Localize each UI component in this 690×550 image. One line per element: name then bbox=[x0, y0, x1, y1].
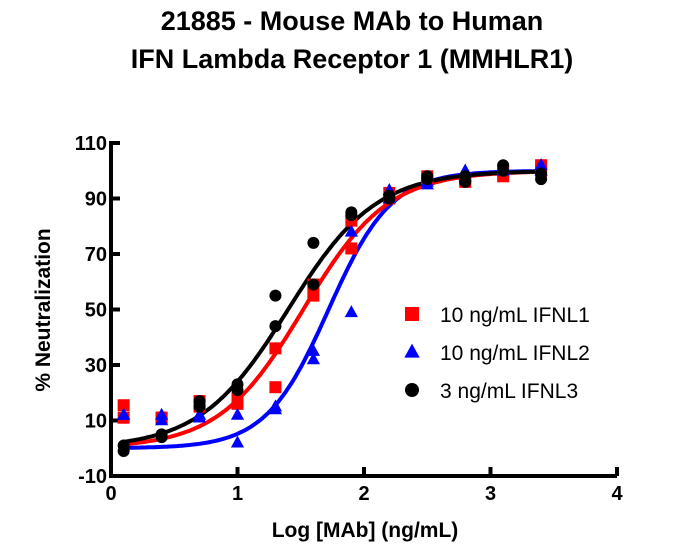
chart-title-line-1: 21885 - Mouse MAb to Human bbox=[161, 6, 544, 36]
data-point bbox=[307, 278, 320, 291]
y-tick-label: 50 bbox=[85, 300, 107, 322]
data-point bbox=[497, 164, 510, 177]
data-point bbox=[230, 435, 245, 448]
data-point bbox=[383, 189, 396, 202]
data-point bbox=[306, 343, 320, 356]
y-tick-label: 30 bbox=[85, 355, 107, 377]
legend-label: 10 ng/mL IFNL1 bbox=[440, 304, 590, 327]
x-tick-label: 1 bbox=[232, 483, 243, 505]
x-tick-label: 2 bbox=[358, 483, 369, 505]
legend-label: 10 ng/mL IFNL2 bbox=[440, 342, 590, 365]
data-point bbox=[117, 399, 130, 412]
data-point bbox=[269, 381, 282, 394]
data-point bbox=[307, 236, 320, 249]
y-tick-label: 90 bbox=[85, 189, 107, 211]
data-point bbox=[421, 170, 434, 183]
data-point bbox=[344, 305, 358, 318]
data-point bbox=[117, 407, 131, 420]
y-axis-label: % Neutralization bbox=[32, 228, 55, 391]
y-tick-label: 110 bbox=[75, 133, 107, 155]
data-point bbox=[344, 224, 358, 237]
data-point bbox=[269, 320, 282, 333]
legend: 10 ng/mL IFNL1 10 ng/mL IFNL2 3 ng/mL IFNL… bbox=[404, 304, 590, 403]
data-point bbox=[306, 352, 320, 365]
legend-label: 3 ng/mL IFNL3 bbox=[440, 380, 578, 403]
x-tick-label: 4 bbox=[611, 483, 623, 505]
chart-title-line-2: IFN Lambda Receptor 1 (MMHLR1) bbox=[131, 44, 574, 74]
data-point bbox=[535, 173, 548, 186]
data-points bbox=[117, 158, 548, 458]
legend-marker bbox=[404, 343, 420, 358]
x-tick-label: 3 bbox=[485, 483, 496, 505]
data-point bbox=[192, 407, 207, 420]
data-point bbox=[269, 342, 282, 355]
y-tick-label: 10 bbox=[85, 411, 107, 433]
data-point bbox=[231, 397, 244, 410]
data-point bbox=[345, 209, 358, 222]
data-point bbox=[155, 413, 169, 426]
data-point bbox=[117, 445, 130, 458]
axes: 0 1 2 3 4 -10 10 30 50 70 90 110 bbox=[75, 133, 624, 505]
x-tick-label: 0 bbox=[105, 483, 116, 505]
data-point bbox=[193, 400, 206, 413]
data-point bbox=[230, 407, 245, 420]
y-tick-label: -10 bbox=[78, 466, 107, 488]
data-point bbox=[269, 289, 282, 302]
data-point bbox=[534, 158, 548, 170]
data-point bbox=[307, 289, 320, 302]
legend-marker bbox=[405, 383, 419, 397]
legend-marker bbox=[405, 307, 419, 321]
data-point bbox=[155, 431, 168, 444]
x-axis-label: Log [MAb] (ng/mL) bbox=[272, 519, 459, 542]
data-point bbox=[459, 175, 472, 188]
data-point bbox=[268, 399, 283, 412]
data-point bbox=[231, 383, 244, 396]
data-point bbox=[345, 242, 358, 255]
y-tick-label: 70 bbox=[85, 244, 107, 266]
